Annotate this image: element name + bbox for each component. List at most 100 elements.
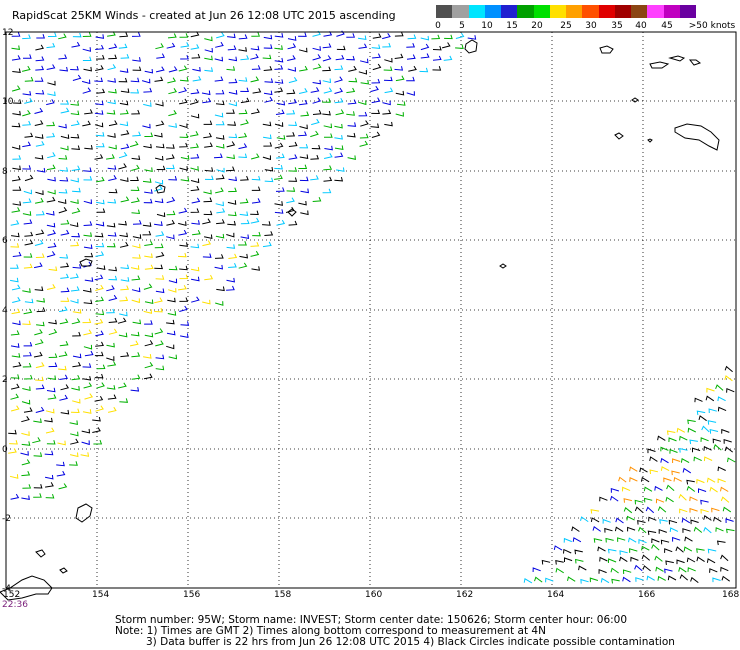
wind-barb	[263, 44, 273, 49]
wind-barb	[11, 85, 21, 92]
wind-barb	[336, 45, 346, 51]
colorbar-label: 10	[481, 21, 493, 31]
wind-barb	[36, 321, 45, 327]
wind-barb	[250, 242, 260, 247]
wind-barb	[179, 305, 188, 312]
footer-note-1: Note: 1) Times are GMT 2) Times along bo…	[115, 625, 546, 637]
wind-barb	[555, 559, 564, 565]
wind-barb	[250, 210, 259, 216]
wind-barb	[420, 53, 430, 59]
wind-barb	[132, 131, 142, 137]
wind-barb	[94, 77, 103, 83]
colorbar-segment	[501, 5, 518, 18]
wind-barb	[700, 499, 709, 505]
wind-barb	[648, 516, 657, 522]
wind-barb	[96, 88, 106, 94]
wind-barb	[716, 540, 726, 546]
wind-barb	[60, 384, 69, 391]
wind-barb	[216, 286, 225, 292]
wind-barb	[22, 320, 31, 326]
wind-barb	[276, 135, 286, 140]
wind-barb	[22, 120, 32, 126]
wind-barb	[322, 55, 332, 62]
wind-barb	[190, 266, 200, 272]
wind-barb	[155, 66, 165, 73]
wind-barb	[72, 353, 82, 359]
wind-barb	[95, 54, 105, 60]
wind-barb	[555, 567, 564, 574]
wind-barb	[715, 384, 724, 391]
wind-barb	[108, 188, 118, 194]
wind-barb	[703, 514, 712, 521]
wind-barb	[70, 110, 80, 116]
wind-barb	[22, 386, 31, 391]
wind-barb	[107, 232, 117, 237]
wind-barb	[250, 153, 260, 160]
wind-barb	[204, 36, 213, 42]
wind-barb	[590, 517, 600, 523]
wind-barb	[130, 176, 139, 181]
wind-barb	[34, 134, 44, 139]
wind-barb	[46, 196, 56, 203]
wind-barb	[168, 288, 177, 293]
wind-barb	[178, 207, 188, 214]
wind-barb	[70, 273, 79, 279]
wind-barb	[263, 90, 273, 96]
wind-barb	[107, 394, 117, 400]
wind-barb	[12, 361, 22, 368]
wind-barb	[144, 340, 154, 347]
wind-barb	[638, 526, 647, 534]
wind-barb	[22, 211, 32, 216]
wind-barb	[684, 536, 693, 542]
wind-barb	[107, 165, 117, 170]
wind-barb	[286, 187, 296, 192]
wind-barb	[382, 100, 391, 106]
wind-barb	[180, 321, 190, 326]
wind-barb	[384, 121, 393, 127]
wind-barb	[10, 405, 20, 412]
wind-barb	[629, 466, 638, 472]
wind-barb	[59, 318, 69, 325]
wind-barb	[358, 100, 367, 106]
wind-barb	[610, 495, 619, 502]
wind-barb	[35, 384, 45, 390]
wind-barb	[36, 307, 46, 313]
wind-barb	[70, 133, 80, 139]
wind-barb	[334, 87, 344, 94]
wind-barb	[593, 538, 603, 543]
wind-barb	[46, 222, 56, 228]
wind-barb	[214, 254, 224, 259]
wind-barb	[681, 517, 691, 524]
wind-barb	[580, 578, 589, 584]
wind-barb	[82, 363, 92, 368]
wind-barb	[665, 560, 674, 565]
wind-barb	[665, 496, 674, 503]
wind-barb	[660, 446, 669, 452]
wind-barb	[23, 351, 32, 357]
lon-label: 158	[274, 590, 291, 600]
wind-barb	[630, 556, 639, 562]
island-outline	[464, 39, 478, 54]
wind-barb	[119, 109, 129, 115]
wind-barb	[96, 142, 105, 148]
wind-barb	[660, 457, 669, 464]
wind-barb	[144, 362, 154, 369]
wind-barb	[190, 166, 199, 171]
wind-barb	[274, 122, 284, 127]
wind-barb	[725, 528, 735, 534]
wind-barb	[692, 447, 701, 453]
colorbar-segment	[549, 5, 566, 18]
colorbar-segment	[663, 5, 680, 18]
land-outlines	[0, 39, 720, 601]
wind-barb	[251, 108, 260, 115]
wind-barb	[118, 332, 128, 338]
wind-barb	[420, 35, 430, 41]
wind-barb	[346, 132, 356, 138]
lon-label: 152	[3, 590, 20, 600]
wind-barb	[721, 575, 730, 582]
wind-barb	[154, 307, 163, 313]
wind-barb	[44, 417, 53, 423]
wind-barb	[60, 134, 70, 140]
wind-barb	[179, 76, 189, 82]
wind-barb	[131, 298, 140, 304]
